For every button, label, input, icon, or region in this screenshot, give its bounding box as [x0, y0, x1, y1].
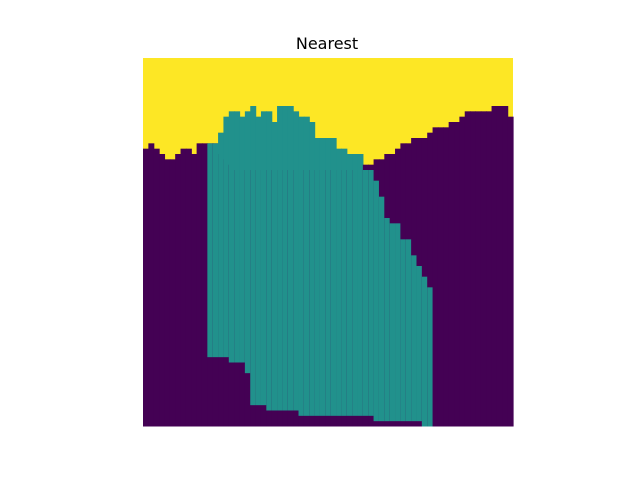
heatmap-cell-class-1: [207, 143, 214, 358]
heatmap-cell-class-1: [352, 154, 359, 416]
heatmap-cell-class-1: [212, 143, 219, 358]
heatmap-cell-class-0: [159, 154, 166, 427]
heatmap-cell-class-0: [502, 106, 509, 427]
heatmap-cell-class-1: [341, 148, 348, 416]
heatmap-cell-class-1: [336, 148, 342, 416]
heatmap-cell-class-1: [357, 154, 364, 416]
heatmap-cell-class-0: [143, 148, 149, 427]
heatmap-cell-class-0: [185, 148, 192, 427]
heatmap-cell-class-0: [153, 148, 160, 427]
heatmap-cell-class-1: [309, 122, 316, 416]
heatmap-cell-class-0: [448, 122, 455, 427]
heatmap-cell-class-0: [491, 106, 498, 427]
heatmap-cell-class-1: [314, 138, 321, 416]
heatmap-cell-class-0: [470, 111, 477, 427]
heatmap-cell-class-0: [475, 111, 482, 427]
chart-title: Nearest: [296, 34, 358, 53]
heatmap-cell-class-1: [293, 111, 300, 411]
heatmap-cell-class-0: [507, 116, 514, 427]
heatmap-cell-class-0: [201, 143, 208, 427]
heatmap-cell-class-1: [421, 276, 428, 427]
heatmap-cell-class-0: [432, 127, 439, 427]
heatmap-cell-class-1: [255, 116, 262, 406]
heatmap-cell-class-1: [384, 218, 391, 422]
heatmap-cell-class-1: [400, 239, 407, 422]
heatmap-cell-class-1: [319, 138, 326, 416]
heatmap-cell-class-1: [395, 223, 401, 422]
heatmap-cell-class-1: [389, 223, 396, 422]
heatmap-cell-class-0: [175, 154, 182, 427]
heatmap-cell-class-0: [191, 154, 198, 427]
heatmap-cell-class-0: [164, 159, 171, 427]
heatmap-cell-class-1: [244, 111, 251, 374]
heatmap-cell-class-0: [459, 116, 466, 427]
heatmap-cell-class-1: [218, 132, 225, 358]
heatmap-cell-class-0: [486, 111, 493, 427]
heatmap-cell-class-1: [427, 287, 434, 427]
heatmap-cell-class-0: [454, 122, 460, 427]
heatmap-cell-class-1: [266, 111, 273, 411]
heatmap-cell-class-0: [169, 159, 176, 427]
heatmap-cell-class-0: [196, 143, 203, 427]
heatmap-cell-class-0: [480, 111, 487, 427]
heatmap-cell-class-1: [405, 239, 412, 422]
heatmap-cell-class-0: [427, 132, 434, 427]
heatmap-cell-class-1: [282, 106, 289, 411]
heatmap-cell-class-1: [416, 266, 423, 422]
heatmap-cell-class-0: [148, 143, 155, 427]
heatmap-cell-class-1: [298, 116, 305, 416]
heatmap-cell-class-0: [180, 148, 187, 427]
heatmap-cell-class-1: [228, 111, 235, 363]
heatmap-cell-class-1: [346, 154, 353, 416]
heatmap-cell-class-0: [464, 111, 471, 427]
heatmap-cell-class-0: [496, 106, 503, 427]
heatmap-cell-class-1: [362, 170, 369, 416]
heatmap-cell-class-1: [250, 106, 257, 406]
heatmap-cell-class-1: [303, 116, 310, 416]
heatmap-cell-class-1: [234, 111, 241, 363]
heatmap-cell-class-1: [271, 122, 278, 411]
heatmap-cell-class-1: [325, 138, 332, 416]
heatmap-cell-class-1: [330, 138, 337, 416]
heatmap-cell-class-1: [277, 106, 284, 411]
heatmap-cell-class-1: [287, 106, 294, 411]
heatmap-cell-class-1: [239, 116, 246, 363]
heatmap-plot: [143, 58, 514, 427]
heatmap-cell-class-1: [368, 170, 375, 416]
heatmap-cell-class-1: [411, 255, 418, 422]
heatmap-cell-class-1: [223, 116, 230, 358]
heatmap-cell-class-0: [443, 127, 450, 427]
heatmap-cell-class-1: [260, 111, 267, 406]
heatmap-cell-class-1: [378, 196, 385, 422]
heatmap-cell-class-0: [437, 127, 444, 427]
heatmap-cell-class-1: [373, 180, 380, 422]
